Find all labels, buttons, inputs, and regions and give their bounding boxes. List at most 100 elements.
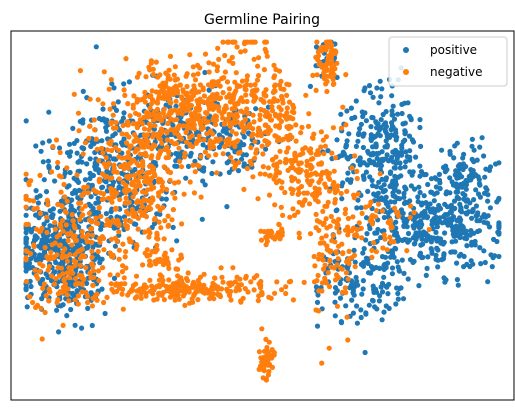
- point-positive-4-19: [313, 44, 320, 50]
- point-negative-3-59: [234, 44, 240, 50]
- point-positive-0-384: [39, 237, 45, 243]
- point-positive-5-268: [390, 178, 396, 184]
- point-negative-6-102: [272, 202, 278, 208]
- point-positive-5-95: [384, 131, 390, 137]
- point-positive-8-73: [395, 296, 401, 302]
- point-positive-6-73: [417, 250, 424, 256]
- point-positive-5-199: [360, 144, 366, 151]
- point-negative-1-239: [137, 174, 143, 180]
- point-negative-2-238: [190, 93, 196, 99]
- point-negative-5-34: [330, 81, 336, 87]
- point-negative-2-208: [188, 102, 194, 109]
- point-negative-11-6: [140, 262, 146, 268]
- point-positive-3-83: [237, 143, 243, 149]
- point-negative-2-288: [226, 94, 232, 100]
- point-negative-2-205: [184, 124, 190, 130]
- point-negative-13-31: [43, 293, 49, 299]
- point-negative-2-266: [196, 89, 202, 95]
- point-negative-1-130: [143, 214, 150, 220]
- point-negative-8-159: [217, 292, 223, 298]
- point-positive-1-135: [69, 197, 75, 203]
- point-negative-0-219: [98, 213, 104, 219]
- point-positive-6-256: [401, 194, 407, 200]
- point-negative-5-28: [326, 60, 332, 67]
- point-negative-7-76: [301, 279, 307, 285]
- point-positive-1-278: [103, 128, 110, 134]
- point-negative-5-48: [319, 48, 325, 54]
- point-negative-3-136: [204, 110, 210, 117]
- point-negative-3-147: [226, 39, 232, 45]
- point-negative-1-314: [148, 101, 154, 107]
- point-positive-8-123: [373, 286, 379, 292]
- point-negative-2-214: [161, 106, 167, 112]
- point-negative-2-169: [87, 123, 93, 129]
- point-negative-3-139: [250, 112, 256, 118]
- point-negative-3-121: [214, 68, 220, 74]
- point-positive-7-86: [442, 201, 448, 207]
- point-positive-1-295: [116, 184, 122, 190]
- point-positive-6-319: [489, 264, 495, 270]
- point-negative-7-88: [333, 250, 339, 256]
- point-negative-2-284: [187, 141, 193, 147]
- point-positive-6-284: [421, 193, 427, 199]
- point-positive-0-297: [58, 303, 64, 309]
- point-positive-0-223: [68, 306, 74, 313]
- point-negative-8-149: [119, 291, 125, 297]
- point-negative-2-137: [157, 89, 163, 95]
- point-negative-4-42: [271, 176, 277, 182]
- point-positive-5-200: [349, 115, 355, 122]
- point-positive-8-59: [393, 246, 399, 252]
- point-negative-8-126: [197, 274, 204, 280]
- point-negative-0-98: [78, 200, 84, 206]
- point-positive-5-58: [406, 133, 413, 139]
- point-positive-6-299: [463, 210, 469, 216]
- point-negative-1-9: [172, 195, 178, 201]
- point-negative-7-114: [332, 239, 338, 245]
- point-negative-0-117: [23, 193, 29, 200]
- point-negative-2-125: [202, 51, 209, 57]
- point-negative-3-156: [261, 92, 267, 98]
- point-positive-2-35: [138, 132, 144, 138]
- point-negative-7-60: [342, 285, 348, 291]
- point-negative-1-279: [148, 181, 154, 187]
- point-negative-1-189: [86, 135, 92, 142]
- point-positive-7-25: [477, 182, 483, 188]
- point-negative-1-25: [98, 145, 105, 151]
- point-negative-2-226: [164, 94, 170, 100]
- point-positive-1-17: [80, 88, 86, 94]
- point-positive-1-25: [157, 211, 163, 217]
- point-negative-6-47: [293, 138, 299, 144]
- point-negative-8-213: [187, 300, 193, 306]
- point-negative-0-118: [57, 242, 64, 248]
- point-positive-6-172: [385, 210, 391, 216]
- point-positive-1-224: [104, 168, 110, 174]
- point-positive-5-154: [391, 116, 398, 122]
- point-negative-0-195: [97, 239, 103, 245]
- point-negative-7-137: [316, 251, 322, 258]
- point-negative-1-336: [140, 158, 146, 164]
- point-negative-1-197: [123, 56, 129, 62]
- point-negative-2-14: [153, 59, 159, 65]
- point-negative-4-77: [279, 96, 285, 103]
- point-negative-3-116: [231, 90, 238, 96]
- legend-marker-negative: [403, 69, 409, 75]
- point-positive-1-217: [87, 156, 93, 162]
- point-negative-0-124: [33, 226, 40, 232]
- point-positive-7-85: [444, 189, 450, 195]
- chart-title: Germline Pairing: [204, 12, 320, 28]
- point-negative-3-115: [190, 64, 196, 70]
- point-negative-7-32: [316, 179, 322, 185]
- point-negative-1-57: [156, 219, 162, 225]
- point-negative-3-72: [216, 56, 222, 63]
- point-positive-5-265: [344, 155, 350, 161]
- point-negative-10-18: [279, 229, 285, 235]
- point-negative-1-199: [187, 179, 193, 185]
- point-positive-6-310: [441, 252, 447, 259]
- point-negative-1-162: [160, 204, 166, 211]
- point-positive-8-83: [377, 265, 383, 271]
- point-negative-3-101: [235, 150, 242, 156]
- point-negative-2-269: [177, 82, 183, 88]
- point-positive-0-410: [49, 212, 55, 218]
- point-negative-2-279: [252, 155, 258, 161]
- point-negative-0-54: [116, 256, 122, 262]
